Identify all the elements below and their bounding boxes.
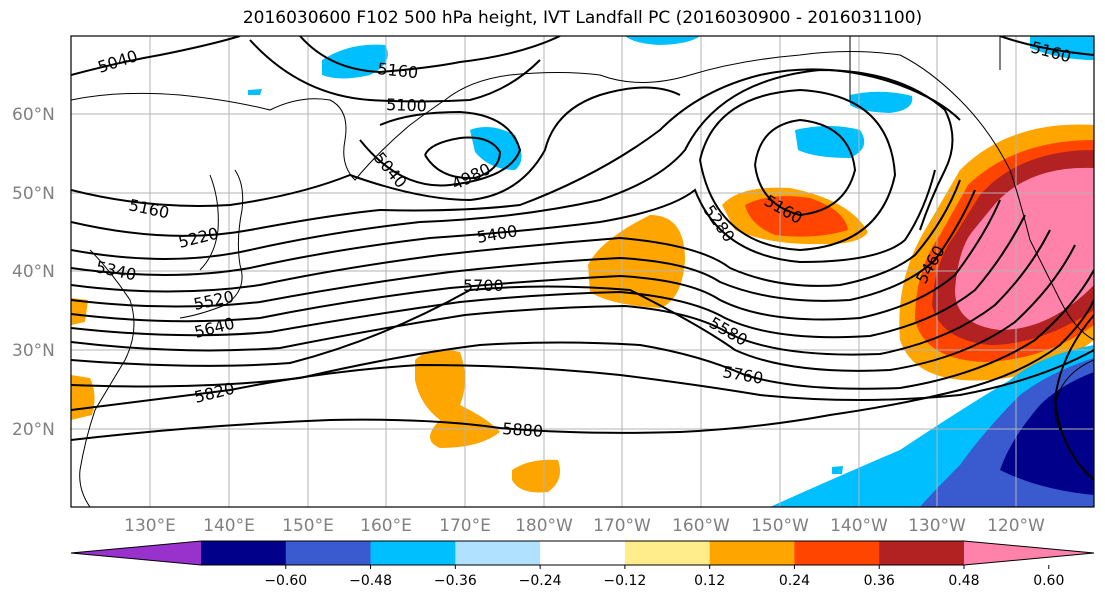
lat-label: 40°N [12, 262, 55, 282]
lat-label: 60°N [12, 105, 55, 125]
contour-label: 5160 [377, 59, 419, 82]
colorbar-tick-label: −0.24 [519, 573, 562, 589]
map-frame [70, 35, 1095, 508]
contour-5280 [71, 68, 954, 260]
lon-label: 160°E [360, 516, 412, 536]
colorbar-bin [709, 541, 795, 565]
ivt-positive-region [745, 196, 848, 237]
ivt-negative-region [625, 36, 700, 45]
ivt-negative-region [248, 89, 262, 95]
contour-alaska-low [754, 118, 857, 217]
ivt-negative-region [832, 466, 843, 474]
contour-4980 [424, 136, 502, 180]
colorbar-tick-label: −0.12 [603, 573, 646, 589]
colorbar: −0.60 −0.48 −0.36 −0.24 −0.12 0.12 0.24 0.36 0.4… [70, 540, 1095, 589]
contour-5460 [71, 189, 976, 308]
contour-5400 [71, 179, 961, 293]
lon-label: 170°W [593, 516, 651, 536]
contour-5640 [71, 229, 1051, 356]
colorbar-bin [370, 541, 456, 565]
colorbar-extend-max [964, 541, 1094, 565]
colorbar-bin [201, 541, 287, 565]
ivt-positive-region [415, 349, 500, 448]
colorbar-bin [285, 541, 372, 565]
contour-5340 [71, 169, 936, 276]
colorbar-tick-label: 0.60 [1033, 573, 1064, 589]
contour-5700 [71, 244, 1076, 372]
graticule [71, 36, 1094, 507]
contour-label: 5880 [502, 419, 544, 441]
lat-label: 50°N [12, 184, 55, 204]
contour-5160-northeast [999, 36, 1094, 56]
ivt-negative-region [1000, 372, 1094, 495]
colorbar-tick-label: 0.24 [779, 573, 810, 589]
contour-5520 [71, 199, 1001, 323]
lon-label: 180°W [515, 516, 573, 536]
ivt-negative-region [850, 91, 913, 113]
contour-5160-north [299, 36, 561, 74]
contour-5040-low [359, 110, 522, 187]
lon-label: 130°W [908, 516, 966, 536]
ivt-positive-region [71, 375, 95, 420]
colorbar-tick-label: −0.36 [434, 573, 477, 589]
ivt-negative-region [795, 126, 865, 158]
ivt-positive-region [71, 298, 88, 325]
ivt-positive-region [955, 167, 1094, 330]
contour-5820 [71, 349, 1094, 411]
contour-5880 [71, 299, 1094, 441]
contour-5040 [71, 36, 241, 76]
lon-axis: 130°E 140°E 150°E 160°E 170°E 180°W 170°… [124, 516, 1045, 536]
ivt-positive-region [512, 459, 561, 493]
colorbar-bin [879, 541, 965, 565]
lon-label: 160°W [672, 516, 730, 536]
colorbar-tick-label: 0.48 [948, 573, 979, 589]
contour-alaska-2 [699, 88, 897, 252]
colorbar-bin [624, 541, 711, 565]
ivt-negative-region [322, 44, 388, 79]
lat-label: 30°N [12, 341, 55, 361]
contour-5100 [249, 39, 541, 103]
colorbar-bin [794, 541, 880, 565]
lon-label: 170°E [439, 516, 491, 536]
contour-label: 5700 [463, 276, 504, 295]
lon-label: 150°E [282, 516, 334, 536]
colorbar-tick-label: −0.60 [264, 573, 307, 589]
colorbar-tick-label: 0.12 [694, 573, 725, 589]
lat-label: 20°N [12, 420, 55, 440]
lon-label: 140°W [830, 516, 888, 536]
height-contours [71, 36, 1094, 481]
lon-label: 120°W [987, 516, 1045, 536]
lon-label: 140°E [203, 516, 255, 536]
lon-label: 150°W [751, 516, 809, 536]
colorbar-bin [455, 541, 541, 565]
colorbar-tick-label: 0.36 [864, 573, 895, 589]
colorbar-extend-min [71, 541, 201, 565]
ivt-negative-region [470, 126, 522, 170]
colorbar-bin [540, 541, 626, 565]
contour-label: 5100 [386, 95, 427, 115]
contour-5880-east [1053, 314, 1094, 481]
colorbar-tick-label: −0.48 [349, 573, 392, 589]
lon-label: 130°E [124, 516, 176, 536]
colorbar-outline [70, 540, 1095, 566]
contour-5160 [71, 86, 681, 207]
ivt-shading [71, 36, 1094, 507]
lat-axis: 60°N 50°N 40°N 30°N 20°N [12, 105, 55, 440]
map-title: 2016030600 F102 500 hPa height, IVT Land… [242, 8, 923, 28]
